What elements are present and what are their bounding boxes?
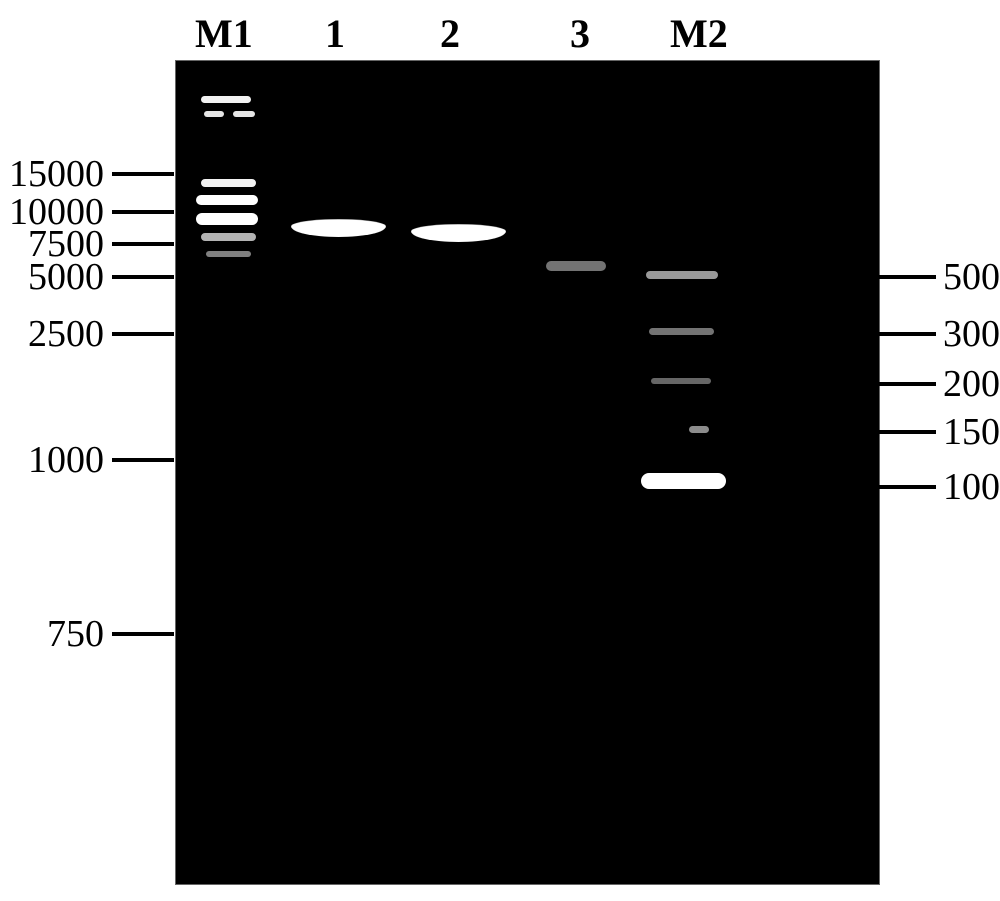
lane-label-m2: M2 xyxy=(670,10,728,57)
band-m1-7 xyxy=(206,251,251,257)
band-m1-3 xyxy=(201,179,256,187)
band-m2-12 xyxy=(649,328,714,335)
left-tick-10000 xyxy=(112,210,174,214)
right-tick-3000 xyxy=(878,332,936,336)
band-m1-4 xyxy=(196,195,258,205)
left-tick-15000 xyxy=(112,172,174,176)
band-m1-5 xyxy=(196,213,258,225)
right-tick-1000 xyxy=(878,485,936,489)
band-m1-0 xyxy=(201,96,251,103)
band-3-10 xyxy=(546,261,606,271)
gel-figure: M1 1 2 3 M2 1500010000750050002500100075… xyxy=(0,0,1000,901)
left-tick-1000 xyxy=(112,458,174,462)
left-marker-750: 750 xyxy=(47,612,104,656)
left-tick-750 xyxy=(112,632,174,636)
band-m2-13 xyxy=(651,378,711,384)
lane-label-1: 1 xyxy=(325,10,345,57)
band-m1-6 xyxy=(201,233,256,241)
left-tick-5000 xyxy=(112,275,174,279)
right-marker-2000: 2000 xyxy=(943,362,1000,406)
band-m2-11 xyxy=(646,271,718,279)
right-tick-5000 xyxy=(878,275,936,279)
band-m2-15 xyxy=(641,473,726,489)
left-marker-5000: 5000 xyxy=(28,255,104,299)
right-tick-1500 xyxy=(878,430,936,434)
lane-label-2: 2 xyxy=(440,10,460,57)
left-tick-2500 xyxy=(112,332,174,336)
band-2-9 xyxy=(410,224,506,242)
band-m2-14 xyxy=(689,426,709,433)
band-m1-2 xyxy=(233,111,255,117)
right-marker-1500: 1500 xyxy=(943,410,1000,454)
band-m1-1 xyxy=(204,111,224,117)
gel-box xyxy=(175,60,880,885)
left-tick-7500 xyxy=(112,242,174,246)
right-marker-5000: 5000 xyxy=(943,255,1000,299)
right-marker-3000: 3000 xyxy=(943,312,1000,356)
right-marker-1000: 1000 xyxy=(943,465,1000,509)
left-marker-1000: 1000 xyxy=(28,438,104,482)
band-1-8 xyxy=(290,219,386,237)
lane-label-m1: M1 xyxy=(195,10,253,57)
right-tick-2000 xyxy=(878,382,936,386)
lane-label-3: 3 xyxy=(570,10,590,57)
left-marker-2500: 2500 xyxy=(28,312,104,356)
